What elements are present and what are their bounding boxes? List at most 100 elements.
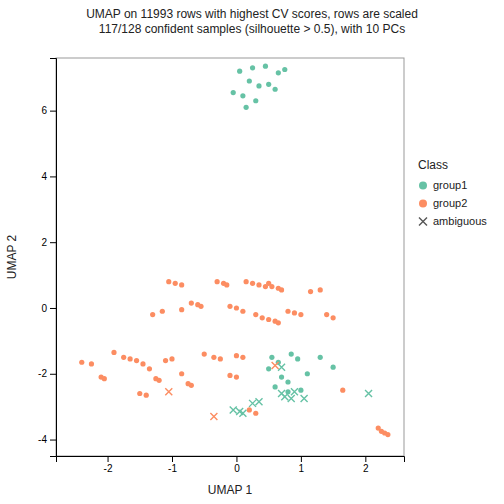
point [179,371,184,376]
point [134,358,139,363]
point [215,279,220,284]
point [340,388,345,393]
point [179,282,184,287]
y-tick: 2 [41,237,56,248]
point [253,411,258,416]
x-tick-mark [365,456,366,462]
point [247,78,252,83]
point [111,350,116,355]
point [253,312,258,317]
point [331,365,336,370]
point [331,315,336,320]
x-tick: 2 [363,456,369,474]
point [189,383,194,388]
point [256,282,261,287]
points [79,64,390,438]
point [157,378,162,383]
point [260,315,265,320]
x-tick-label: 2 [363,463,369,474]
point [202,351,207,356]
point [198,304,203,309]
point [79,360,84,365]
legend-label: group2 [433,197,467,209]
x-tick-label: -1 [168,463,177,474]
point [250,65,255,70]
point [272,362,279,369]
title-line: UMAP on 11993 rows with highest CV score… [86,7,418,21]
point [240,93,245,98]
point [318,355,323,360]
point [89,361,94,366]
point [256,83,261,88]
y-tick-label: -2 [38,368,47,379]
point [365,390,372,397]
x-axis-title: UMAP 1 [208,483,253,497]
point [276,70,281,75]
x-tick: -1 [168,456,177,474]
legend-label: group1 [433,179,467,191]
point [165,388,172,395]
point [230,406,237,413]
legend-symbol [419,199,427,207]
point [273,384,278,389]
point [160,309,165,314]
title-line: 117/128 confident samples (silhouette > … [99,22,405,36]
point [276,320,281,325]
point [298,312,303,317]
point [244,279,249,284]
legend-item: group1 [419,179,467,191]
point [211,355,216,360]
point [385,432,390,437]
x-tick-mark [108,456,109,462]
x-axis-line [57,457,405,463]
point [227,373,232,378]
point [140,361,145,366]
series-0 [231,64,336,395]
point [318,287,323,292]
legend-label: ambiguous [433,215,487,227]
plot-frame [56,58,404,456]
point [189,300,194,305]
y-tick: 0 [41,303,56,314]
point [244,105,249,110]
point [305,371,310,376]
y-tick-mark [50,111,56,112]
y-tick: 4 [41,171,56,182]
y-tick-label: -4 [38,434,47,445]
title: UMAP on 11993 rows with highest CV score… [86,7,418,36]
x-tick-label: -2 [104,463,113,474]
y-tick: -4 [38,434,56,445]
y-tick-mark [50,374,56,375]
y-tick-label: 2 [41,237,47,248]
point [298,388,303,393]
x-tick-mark [301,456,302,462]
legend-symbol [419,217,427,225]
point [301,395,308,402]
legend-item: group2 [419,197,467,209]
y-tick-label: 0 [41,303,47,314]
point [289,351,294,356]
chart: UMAP on 11993 rows with highest CV score… [0,0,504,504]
point [147,366,152,371]
point [253,98,258,103]
point [240,355,245,360]
x-tick-label: 0 [234,463,240,474]
legend-title: Class [418,158,448,172]
y-tick-mark [50,308,56,309]
point [278,390,285,397]
point [210,413,217,420]
y-tick-mark [50,176,56,177]
point [102,376,107,381]
legend-symbol [419,181,427,189]
point [324,312,329,317]
y-axis: -4-20246 [38,59,56,457]
y-tick: -2 [38,368,56,379]
point [179,307,184,312]
legend-item: ambiguous [419,215,487,227]
point [279,287,284,292]
point [278,364,285,371]
point [234,305,239,310]
point [231,90,236,95]
point [291,388,298,395]
legend: Class group1 group2 ambiguous [418,158,487,227]
